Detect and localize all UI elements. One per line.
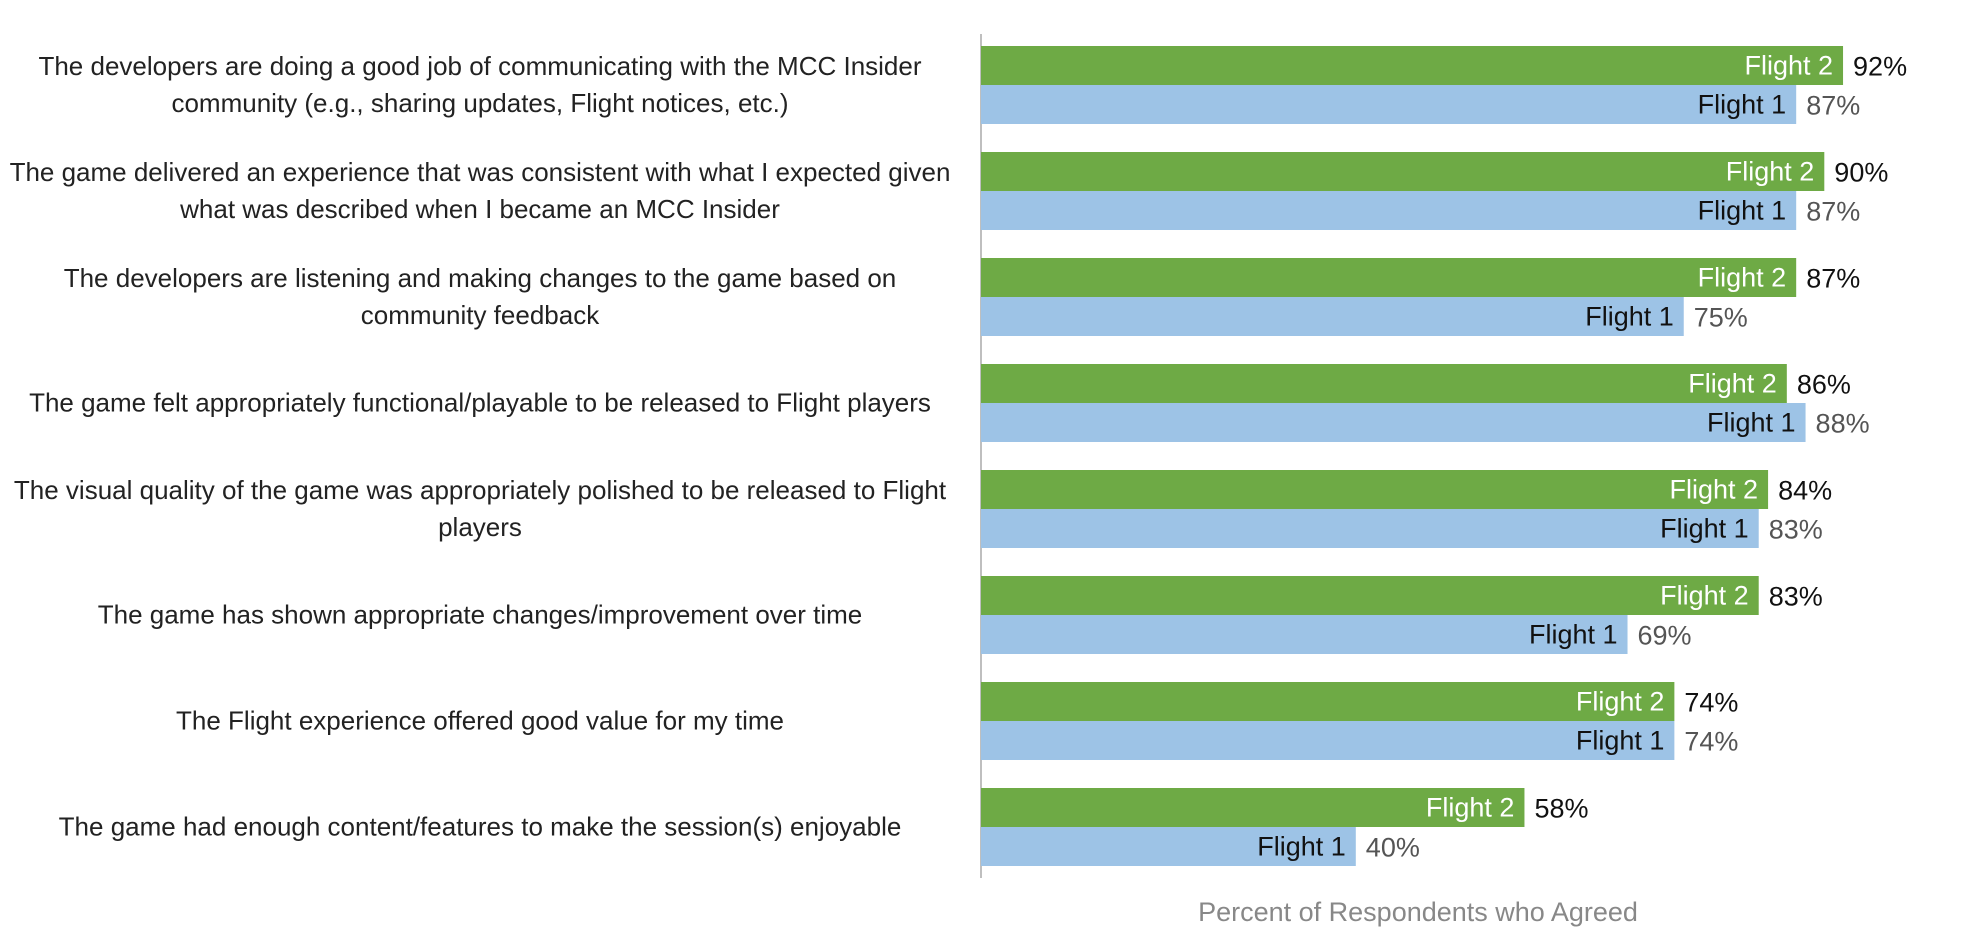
bar-series-label: Flight 2 (1688, 369, 1777, 399)
bar-flight2-7 (981, 682, 1675, 721)
data-label: 75% (1694, 303, 1748, 333)
category-label: The visual quality of the game was appro… (13, 475, 947, 542)
data-label: 74% (1684, 688, 1738, 718)
bar-series-label: Flight 2 (1670, 475, 1759, 505)
bar-series-label: Flight 1 (1529, 620, 1618, 650)
data-label: 87% (1806, 197, 1860, 227)
category-label: The Flight experience offered good value… (176, 705, 784, 736)
data-label: 74% (1684, 727, 1738, 757)
bar-flight2-1 (981, 46, 1844, 85)
category-label: The game had enough content/features to … (58, 811, 902, 842)
category-label: The game delivered an experience that wa… (9, 157, 951, 224)
bar-series-label: Flight 2 (1726, 157, 1815, 187)
bar-flight2-5 (981, 470, 1769, 509)
data-label: 92% (1853, 52, 1907, 82)
bar-series-label: Flight 2 (1426, 793, 1515, 823)
bar-series-label: Flight 1 (1257, 832, 1346, 862)
bar-flight1-8 (981, 827, 1356, 866)
bar-flight1-6 (981, 615, 1628, 654)
bar-series-label: Flight 2 (1576, 687, 1665, 717)
data-label: 87% (1806, 91, 1860, 121)
bar-flight1-7 (981, 721, 1675, 760)
bar-flight2-2 (981, 152, 1825, 191)
data-label: 88% (1816, 409, 1870, 439)
bar-series-label: Flight 1 (1576, 726, 1665, 756)
bar-flight2-8 (981, 788, 1525, 827)
bar-series-label: Flight 1 (1660, 514, 1749, 544)
data-label: 58% (1534, 794, 1588, 824)
category-label: The game felt appropriately functional/p… (29, 387, 931, 418)
data-label: 90% (1834, 158, 1888, 188)
bar-series-label: Flight 2 (1744, 51, 1833, 81)
data-label: 69% (1638, 621, 1692, 651)
bar-flight1-5 (981, 509, 1759, 548)
bar-flight1-4 (981, 403, 1806, 442)
bar-series-label: Flight 1 (1698, 90, 1787, 120)
data-label: 83% (1769, 515, 1823, 545)
bar-flight1-3 (981, 297, 1684, 336)
data-label: 87% (1806, 264, 1860, 294)
category-label: The developers are listening and making … (63, 263, 897, 330)
bar-flight1-2 (981, 191, 1797, 230)
data-label: 84% (1778, 476, 1832, 506)
category-label: The developers are doing a good job of c… (38, 51, 922, 118)
category-label: The game has shown appropriate changes/i… (97, 599, 863, 630)
bar-series-label: Flight 1 (1585, 302, 1674, 332)
x-axis-title: Percent of Respondents who Agreed (1198, 897, 1638, 927)
data-label: 86% (1797, 370, 1851, 400)
bar-flight2-4 (981, 364, 1787, 403)
bar-flight2-6 (981, 576, 1759, 615)
bar-series-label: Flight 1 (1707, 408, 1796, 438)
data-label: 40% (1366, 833, 1420, 863)
bar-series-label: Flight 1 (1698, 196, 1787, 226)
data-label: 83% (1769, 582, 1823, 612)
bar-series-label: Flight 2 (1660, 581, 1749, 611)
bar-series-label: Flight 2 (1698, 263, 1787, 293)
bar-flight1-1 (981, 85, 1797, 124)
bar-flight2-3 (981, 258, 1797, 297)
